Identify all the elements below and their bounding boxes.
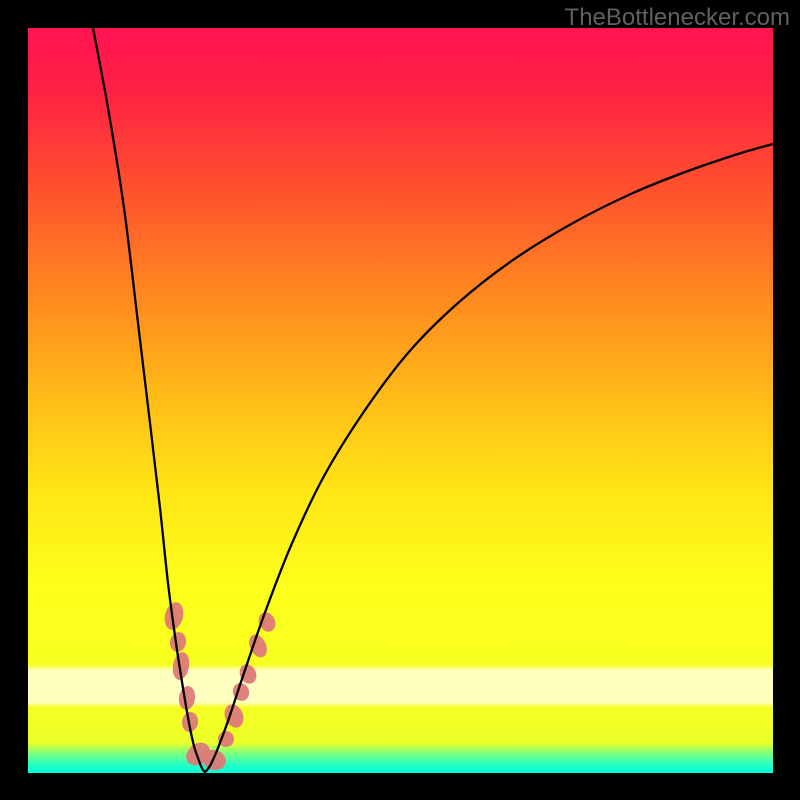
bottleneck-curve-right <box>205 144 773 772</box>
watermark-text: TheBottlenecker.com <box>565 4 790 32</box>
curve-layer <box>28 28 773 773</box>
plot-area <box>28 28 773 773</box>
figure-root: TheBottlenecker.com <box>0 0 800 800</box>
